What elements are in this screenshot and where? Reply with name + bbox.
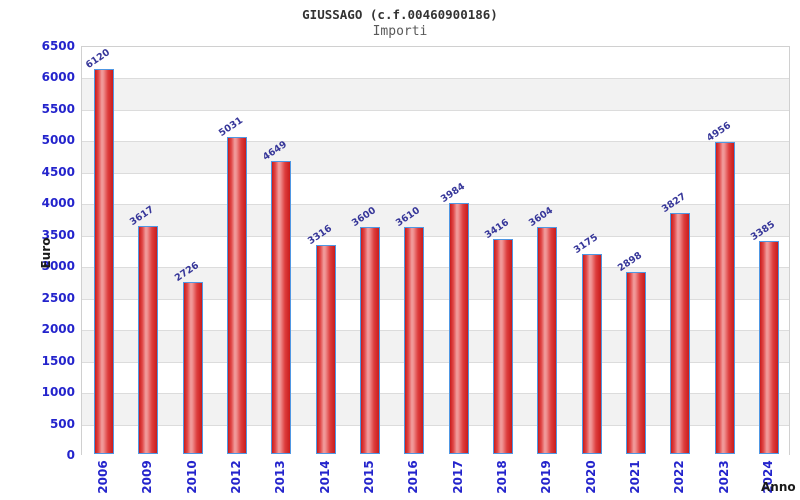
x-tick-label: 2017: [450, 460, 465, 494]
bar-2009: [138, 226, 159, 454]
x-tick-label: 2015: [362, 460, 377, 494]
x-tick-label: 2013: [273, 460, 288, 494]
bar-2013: [271, 161, 292, 454]
y-tick-label: 0: [66, 448, 75, 462]
gridline: [82, 141, 789, 143]
x-tick-label: 2022: [672, 460, 687, 494]
bar-2019: [537, 227, 558, 454]
bar-2020: [581, 254, 602, 454]
gridline: [82, 361, 789, 363]
chart-subtitle: Importi: [372, 24, 428, 39]
gridline: [82, 393, 789, 395]
y-tick-label: 4500: [41, 164, 75, 179]
bar-2006: [94, 68, 115, 454]
x-axis-title: Anno: [761, 480, 796, 494]
gridline: [82, 298, 789, 300]
y-tick-label: 5000: [41, 133, 75, 148]
bar-2022: [670, 213, 691, 454]
bar-2017: [448, 203, 469, 454]
gridline: [82, 78, 789, 80]
gridline: [82, 424, 789, 426]
y-tick-label: 6000: [41, 70, 75, 85]
background-stripe: [82, 47, 789, 79]
background-stripe: [82, 109, 789, 142]
gridline: [82, 172, 789, 174]
gridline: [82, 109, 789, 111]
x-tick-label: 2021: [627, 460, 642, 494]
bar-2015: [360, 227, 381, 454]
chart-title: GIUSSAGO (c.f.00460900186): [302, 7, 498, 22]
gridline: [82, 235, 789, 237]
bar-2012: [227, 137, 248, 454]
gridline: [82, 267, 789, 269]
bar-2016: [404, 226, 425, 454]
y-tick-label: 6500: [41, 39, 75, 53]
x-tick-label: 2016: [406, 460, 421, 494]
y-tick-label: 1500: [41, 353, 75, 368]
y-tick-label: 1000: [41, 385, 75, 400]
gridline: [82, 204, 789, 206]
bar-2010: [182, 282, 203, 454]
bar-2023: [714, 142, 735, 454]
background-stripe: [82, 141, 789, 173]
x-tick-label: 2023: [716, 460, 731, 494]
x-tick-label: 2019: [539, 460, 554, 494]
gridline: [82, 330, 789, 332]
background-stripe: [82, 78, 789, 110]
bar-2021: [625, 271, 646, 454]
x-tick-label: 2009: [140, 460, 155, 494]
x-tick-label: 2012: [229, 460, 244, 494]
x-tick-label: 2020: [583, 460, 598, 494]
bar-2018: [492, 239, 513, 454]
background-stripe: [82, 172, 789, 205]
y-axis-title: Euro: [39, 237, 53, 269]
x-tick-label: 2018: [494, 460, 509, 494]
x-tick-label: 2006: [96, 460, 111, 494]
x-tick-label: 2010: [184, 460, 199, 494]
y-tick-label: 3500: [41, 227, 75, 242]
x-tick-label: 2014: [317, 460, 332, 494]
bar-2014: [315, 245, 336, 454]
y-tick-label: 2500: [41, 290, 75, 305]
y-tick-label: 500: [49, 416, 75, 431]
y-tick-label: 3000: [41, 259, 75, 274]
y-tick-label: 5500: [41, 101, 75, 116]
bar-2024: [758, 241, 779, 454]
y-tick-label: 4000: [41, 196, 75, 211]
plot-area: [81, 46, 790, 456]
y-tick-label: 2000: [41, 322, 75, 337]
